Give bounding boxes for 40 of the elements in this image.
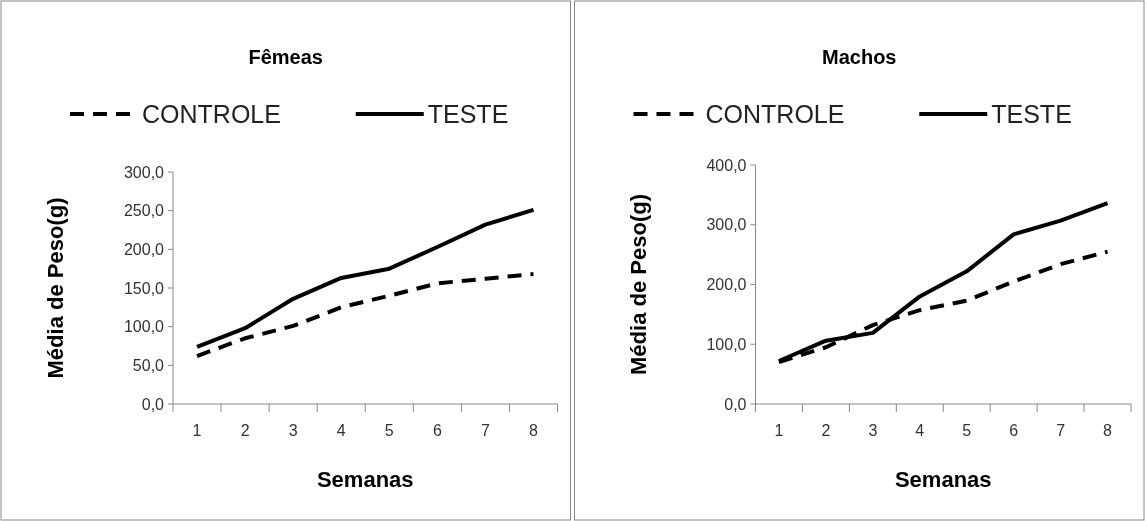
- y-tick-label: 100,0: [706, 335, 747, 353]
- y-tick-label: 300,0: [123, 163, 165, 181]
- y-tick-label: 50,0: [132, 356, 165, 374]
- x-axis-title: Semanas: [316, 467, 414, 492]
- y-tick-label: 0,0: [724, 395, 747, 413]
- x-tick-label: 2: [240, 422, 250, 439]
- y-tick-label: 400,0: [706, 156, 747, 174]
- y-axis-title: Média de Peso(g): [625, 194, 651, 375]
- x-tick-label: 6: [1009, 422, 1019, 439]
- y-tick-label: 100,0: [123, 318, 165, 336]
- x-tick-label: 4: [336, 422, 346, 439]
- x-tick-label: 8: [529, 422, 539, 439]
- y-tick-label: 250,0: [123, 202, 165, 220]
- y-tick-label: 200,0: [123, 240, 165, 258]
- x-tick-label: 6: [432, 422, 442, 439]
- chart-title: Fêmeas: [248, 46, 323, 68]
- x-tick-label: 1: [192, 422, 202, 439]
- x-tick-label: 1: [774, 422, 784, 439]
- legend-label: TESTE: [427, 99, 509, 128]
- y-tick-label: 200,0: [706, 276, 747, 294]
- x-tick-label: 7: [1056, 422, 1066, 439]
- legend-label: TESTE: [991, 99, 1072, 128]
- x-tick-label: 4: [915, 422, 925, 439]
- x-tick-label: 2: [821, 422, 831, 439]
- legend-label: CONTROLE: [705, 99, 845, 128]
- x-tick-label: 5: [962, 422, 972, 439]
- legend-label: CONTROLE: [142, 99, 281, 128]
- x-tick-label: 5: [384, 422, 394, 439]
- x-tick-label: 3: [868, 422, 878, 439]
- y-tick-label: 150,0: [123, 279, 165, 297]
- line-series: [195, 207, 536, 349]
- x-tick-label: 7: [480, 422, 490, 439]
- chart-title: Machos: [822, 46, 897, 68]
- y-tick-label: 0,0: [141, 395, 165, 413]
- x-tick-label: 8: [1103, 422, 1113, 439]
- x-axis-title: Semanas: [894, 467, 992, 492]
- y-axis-title: Média de Peso(g): [43, 197, 68, 379]
- y-tick-label: 300,0: [706, 216, 747, 234]
- x-tick-label: 3: [288, 422, 298, 439]
- line-series: [195, 272, 536, 359]
